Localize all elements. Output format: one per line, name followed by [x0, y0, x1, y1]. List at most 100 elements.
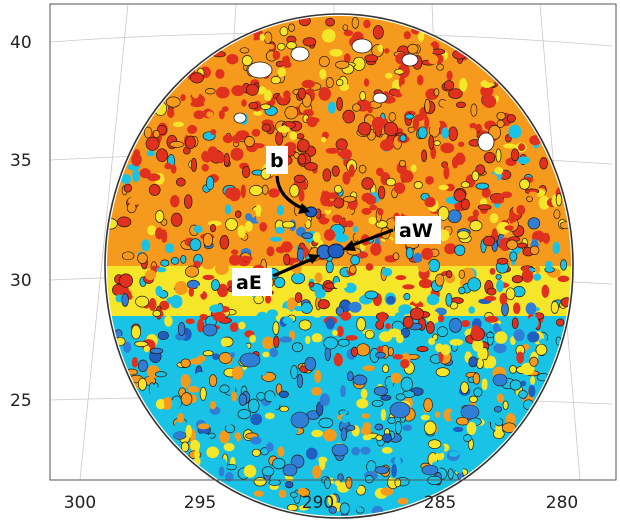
emission-blob	[413, 252, 423, 263]
emission-blob	[421, 443, 430, 456]
x-axis-ticks: 300 295 290 285 280	[64, 493, 578, 513]
feature-aW-blob	[327, 243, 345, 259]
emission-blob	[428, 258, 441, 273]
emission-blob	[285, 480, 294, 489]
emission-blob	[210, 129, 217, 135]
emission-blob	[241, 106, 253, 115]
emission-blob	[293, 476, 303, 482]
emission-blob	[331, 165, 340, 177]
emission-blob	[252, 40, 260, 53]
emission-blob	[350, 254, 360, 266]
emission-blob	[180, 94, 186, 102]
emission-blob	[261, 466, 275, 477]
emission-blob	[318, 87, 332, 101]
emission-blob	[455, 465, 464, 474]
emission-blob	[185, 135, 196, 150]
emission-blob	[296, 133, 305, 140]
emission-blob	[113, 248, 126, 255]
emission-blob	[363, 157, 371, 164]
emission-blob	[384, 72, 393, 79]
emission-blob	[269, 347, 279, 358]
emission-blob	[374, 465, 390, 475]
emission-blob	[371, 399, 384, 407]
emission-blob	[267, 44, 275, 50]
emission-blob	[445, 293, 453, 307]
emission-blob	[505, 134, 512, 143]
emission-blob	[510, 148, 520, 162]
emission-blob	[194, 144, 202, 158]
emission-blob	[296, 373, 303, 389]
emission-blob	[311, 333, 323, 343]
emission-blob	[261, 368, 267, 376]
emission-blob	[340, 311, 352, 321]
emission-blob	[215, 69, 225, 79]
emission-blob	[327, 101, 336, 114]
emission-blob	[172, 121, 184, 128]
emission-blob	[190, 72, 204, 84]
emission-blob	[402, 315, 414, 329]
emission-blob	[246, 83, 259, 96]
arrow-b	[275, 175, 305, 211]
emission-blob	[512, 178, 519, 190]
emission-blob	[174, 419, 188, 432]
emission-blob	[496, 119, 505, 128]
emission-blob	[215, 262, 229, 276]
emission-blob	[263, 89, 272, 102]
emission-blob	[496, 257, 509, 265]
emission-blob	[553, 209, 561, 220]
emission-deep-patch	[202, 323, 218, 337]
emission-blob	[345, 476, 353, 489]
emission-blob	[443, 80, 455, 91]
emission-blob	[359, 91, 367, 101]
emission-blob	[291, 272, 306, 285]
emission-blob	[398, 159, 407, 168]
emission-deep-patch	[331, 443, 349, 457]
emission-blob	[377, 44, 384, 53]
emission-blob	[222, 134, 234, 144]
emission-blob	[266, 309, 279, 318]
emission-blob	[450, 410, 456, 421]
emission-deep-patch	[239, 352, 261, 368]
emission-blob	[115, 294, 123, 303]
emission-blob	[212, 311, 226, 322]
emission-blob	[141, 239, 151, 252]
emission-blob	[265, 295, 272, 304]
emission-blob	[225, 217, 238, 231]
emission-blob	[477, 204, 492, 211]
emission-blob	[374, 423, 384, 431]
emission-blob	[180, 441, 190, 453]
emission-blob	[407, 43, 419, 55]
emission-blob	[177, 412, 185, 424]
emission-blob	[444, 243, 457, 255]
emission-blob	[274, 226, 285, 234]
emission-blob	[210, 401, 217, 410]
emission-blob	[278, 390, 289, 398]
emission-blob	[199, 313, 208, 321]
emission-blob	[194, 447, 200, 462]
emission-blob	[225, 45, 237, 53]
emission-blob	[443, 165, 450, 180]
emission-blob	[278, 489, 287, 498]
emission-blob	[170, 256, 180, 265]
emission-blob	[226, 54, 239, 65]
emission-blob	[229, 322, 239, 332]
emission-hole	[351, 38, 373, 54]
emission-blob	[318, 417, 334, 429]
label-b-box	[266, 146, 288, 174]
emission-blob	[425, 176, 434, 185]
emission-blob	[469, 395, 478, 403]
emission-blob	[154, 371, 167, 378]
emission-blob	[256, 311, 269, 323]
emission-blob	[496, 279, 504, 293]
emission-blob	[364, 290, 379, 300]
emission-blob	[468, 306, 476, 314]
emission-blob	[262, 351, 270, 358]
emission-hole	[477, 132, 495, 152]
emission-blob	[391, 463, 397, 478]
emission-blob	[121, 174, 132, 184]
emission-blob	[207, 146, 219, 160]
emission-blob	[286, 503, 299, 512]
emission-blob	[436, 63, 444, 71]
emission-blob	[455, 101, 467, 108]
emission-blob	[271, 396, 281, 410]
